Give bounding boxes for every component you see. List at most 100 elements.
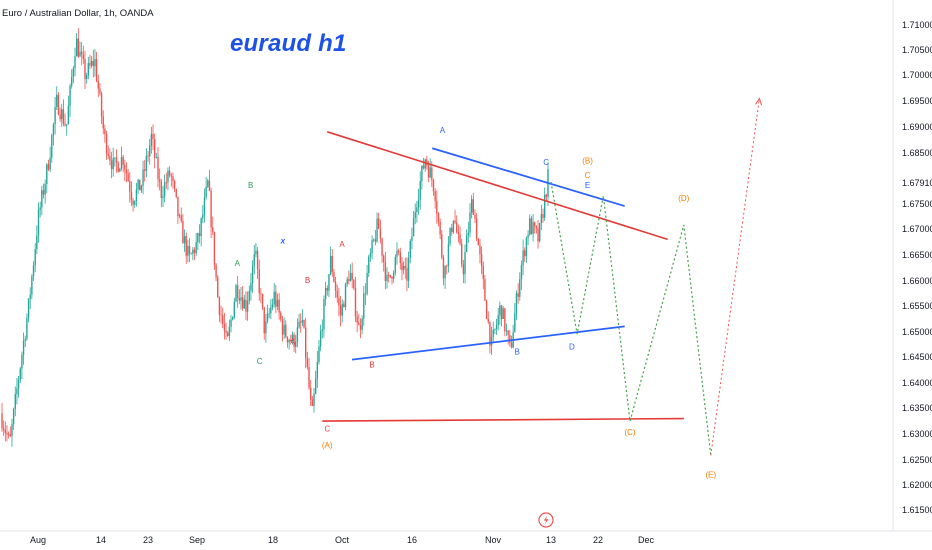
- candle: [497, 308, 499, 331]
- candle: [366, 264, 368, 296]
- candle: [494, 328, 496, 335]
- candle: [459, 226, 461, 246]
- candle: [489, 321, 491, 354]
- candle-body: [319, 331, 322, 347]
- candle: [354, 276, 357, 323]
- candle: [61, 103, 63, 127]
- candle: [383, 254, 385, 272]
- candle-body: [470, 199, 473, 213]
- candle-body: [44, 183, 46, 195]
- candle: [525, 236, 528, 263]
- candle-body: [125, 169, 128, 174]
- candle: [4, 421, 7, 442]
- candle-body: [545, 194, 548, 197]
- candle-body: [140, 185, 143, 191]
- candle: [436, 190, 438, 224]
- candle: [198, 224, 201, 244]
- candle: [1, 403, 3, 432]
- candle: [261, 293, 264, 311]
- candle: [125, 162, 128, 183]
- candle-body: [502, 308, 504, 319]
- candle: [255, 242, 257, 258]
- candle-body: [212, 227, 214, 232]
- candle: [197, 232, 199, 250]
- candle: [396, 242, 398, 265]
- candle-body: [208, 180, 211, 191]
- candle: [482, 261, 484, 290]
- price-axis[interactable]: 1.71000 1.70500 1.70000 1.69500 1.69000 1.685…: [902, 20, 932, 515]
- candle-body: [92, 60, 94, 67]
- candle-body: [406, 268, 408, 281]
- trendline-triangle-upper[interactable]: [431, 147, 625, 207]
- candle-body: [235, 285, 237, 302]
- candle-body: [95, 58, 98, 81]
- candle-body: [535, 226, 538, 229]
- candle-body: [480, 254, 483, 266]
- candle: [251, 260, 254, 293]
- candle-body: [231, 316, 234, 320]
- candle: [44, 179, 46, 204]
- candle-body: [4, 429, 7, 433]
- candle: [144, 159, 146, 182]
- candle: [515, 290, 518, 321]
- wave-label: A: [290, 337, 296, 346]
- candle-body: [82, 54, 85, 60]
- candle: [532, 214, 534, 242]
- candle-body: [276, 299, 279, 307]
- candle-body: [499, 305, 501, 316]
- candle: [507, 330, 509, 345]
- candle: [243, 294, 245, 309]
- time-tick-label: 14: [96, 535, 106, 545]
- candle: [90, 56, 93, 68]
- candle: [373, 238, 375, 243]
- candle: [41, 185, 43, 216]
- candle-body: [324, 288, 327, 299]
- candle: [534, 221, 536, 234]
- candle-body: [142, 169, 144, 186]
- candle-body: [12, 409, 15, 425]
- candle: [336, 284, 338, 303]
- candle: [432, 178, 435, 196]
- candle: [263, 307, 265, 340]
- candle-body: [293, 334, 295, 347]
- trendline-upper-resistance[interactable]: [326, 131, 668, 241]
- time-tick-label: Oct: [335, 535, 350, 545]
- candle: [97, 74, 99, 98]
- candle: [231, 316, 234, 321]
- candle-body: [248, 290, 250, 302]
- candle: [215, 263, 217, 282]
- candle-body: [90, 60, 93, 66]
- candle-body: [75, 38, 78, 57]
- time-axis[interactable]: Aug 14 23 Sep 18 Oct 16 Nov 13 22 Dec: [30, 535, 655, 545]
- candle-body: [220, 314, 222, 316]
- candle: [399, 247, 401, 270]
- projected-wave-path[interactable]: [550, 181, 712, 456]
- candle-body: [344, 283, 347, 308]
- trendline-lower-support[interactable]: [322, 417, 684, 422]
- candle-body: [265, 321, 267, 334]
- candle-body: [255, 250, 257, 255]
- candle-body: [281, 319, 284, 335]
- candle-body: [41, 190, 43, 208]
- candle-body: [42, 190, 45, 195]
- candle: [288, 338, 290, 350]
- auto-scale-button[interactable]: [538, 512, 554, 528]
- candle: [253, 244, 255, 275]
- candle: [298, 313, 300, 329]
- candle: [168, 166, 171, 178]
- candle-body: [243, 299, 245, 309]
- candle-body: [407, 257, 410, 281]
- candle-body: [527, 234, 529, 238]
- candle: [11, 418, 13, 447]
- candle: [309, 380, 312, 407]
- candle-body: [157, 157, 159, 180]
- trendline-triangle-lower[interactable]: [351, 325, 625, 361]
- candle: [364, 283, 367, 306]
- final-projection-line[interactable]: [710, 98, 760, 456]
- candle-body: [338, 297, 340, 306]
- candle-body: [394, 256, 397, 273]
- candle-body: [187, 245, 189, 256]
- candle-body: [461, 243, 463, 265]
- candle: [286, 336, 289, 348]
